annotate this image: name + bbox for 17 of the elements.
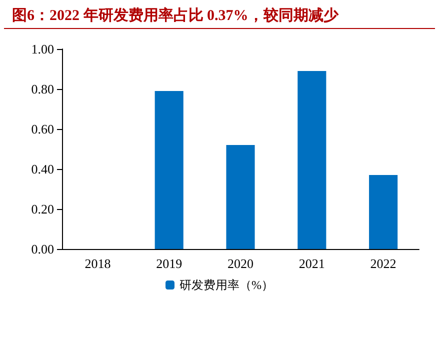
x-tick-label: 2020: [228, 256, 254, 271]
x-tick-label: 2022: [370, 256, 396, 271]
bar: [298, 71, 326, 249]
y-tick-label: 0.60: [31, 122, 54, 136]
chart-title: 图6：2022 年研发费用率占比 0.37%，较同期减少: [4, 0, 435, 29]
y-tick-label: 1.00: [31, 42, 54, 56]
bar: [226, 145, 255, 249]
y-tick-label: 0.00: [31, 242, 54, 256]
y-tick-label: 0.40: [31, 162, 54, 176]
x-tick-label: 2018: [84, 256, 111, 271]
x-tick-label: 2021: [298, 256, 325, 271]
bar: [369, 175, 398, 249]
bar: [154, 91, 184, 249]
y-tick-label: 0.80: [31, 82, 54, 96]
x-tick-label: 2019: [156, 256, 182, 271]
legend-label: 研发费用率（%）: [180, 278, 274, 292]
y-tick-label: 0.20: [31, 202, 54, 216]
